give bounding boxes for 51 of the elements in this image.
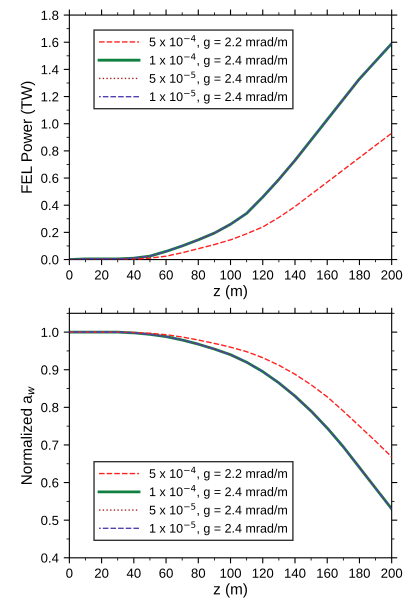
y-tick-label: 1.0	[42, 328, 58, 338]
x-tick-label: 100	[220, 270, 242, 280]
x-tick-label: 200	[381, 568, 402, 578]
y-tick-label: 0.0	[41, 255, 58, 264]
y-axis-title: Normalized a$_{w}$	[20, 386, 34, 484]
x-axis-title: z (m)	[214, 583, 247, 598]
x-tick-label: 120	[252, 270, 274, 280]
y-tick-label: 0.4	[41, 200, 59, 210]
y-tick-label: 0.9	[41, 365, 58, 375]
x-tick-label: 0	[66, 270, 73, 280]
y-tick-label: 0.2	[41, 228, 58, 238]
y-tick-label: 1.8	[42, 10, 58, 20]
x-tick-label: 180	[349, 270, 370, 280]
y-tick-label: 0.4	[41, 553, 59, 563]
legend-label: 1 x 10$^{−5}$, g = 2.4 mrad/m	[150, 90, 287, 104]
x-tick-label: 0	[66, 568, 73, 578]
y-tick-label: 0.6	[41, 174, 58, 183]
x-tick-label: 160	[317, 270, 338, 280]
x-tick-label: 60	[159, 568, 173, 578]
x-tick-label: 180	[349, 568, 370, 578]
y-tick-label: 0.8	[41, 146, 58, 156]
x-tick-label: 40	[126, 568, 141, 578]
y-tick-label: 1.4	[42, 65, 59, 74]
y-tick-label: 0.6	[41, 478, 58, 488]
x-tick-label: 80	[192, 568, 206, 578]
x-tick-label: 40	[126, 270, 141, 280]
y-tick-label: 0.8	[41, 402, 58, 412]
legend-label: 1 x 10$^{−4}$, g = 2.4 mrad/m	[150, 484, 287, 499]
y-tick-label: 1.6	[42, 38, 58, 48]
x-tick-label: 20	[94, 568, 108, 578]
legend-label: 5 x 10$^{−5}$, g = 2.4 mrad/m	[150, 72, 287, 86]
x-tick-label: 140	[284, 270, 306, 280]
x-tick-label: 200	[381, 270, 402, 280]
legend-label: 5 x 10$^{−4}$, g = 2.2 mrad/m	[150, 35, 287, 49]
y-tick-label: 0.5	[41, 516, 58, 526]
x-tick-label: 140	[284, 568, 306, 578]
y-axis-title: FEL Power (TW)	[20, 82, 36, 193]
legend-label: 5 x 10$^{−5}$, g = 2.4 mrad/m	[150, 503, 287, 517]
legend-label: 1 x 10$^{−4}$, g = 2.4 mrad/m	[150, 53, 287, 68]
y-tick-label: 1.0	[42, 119, 58, 129]
x-tick-label: 160	[317, 568, 338, 578]
x-axis-title: z (m)	[214, 285, 247, 300]
x-tick-label: 120	[252, 568, 274, 578]
legend-label: 1 x 10$^{−5}$, g = 2.4 mrad/m	[150, 521, 287, 536]
legend-label: 5 x 10$^{−4}$, g = 2.2 mrad/m	[150, 466, 287, 480]
x-tick-label: 80	[192, 270, 206, 280]
x-tick-label: 100	[220, 568, 242, 578]
x-tick-label: 60	[159, 270, 173, 280]
x-tick-label: 20	[94, 270, 108, 280]
y-tick-label: 1.2	[42, 92, 58, 102]
y-tick-label: 0.7	[41, 440, 58, 450]
